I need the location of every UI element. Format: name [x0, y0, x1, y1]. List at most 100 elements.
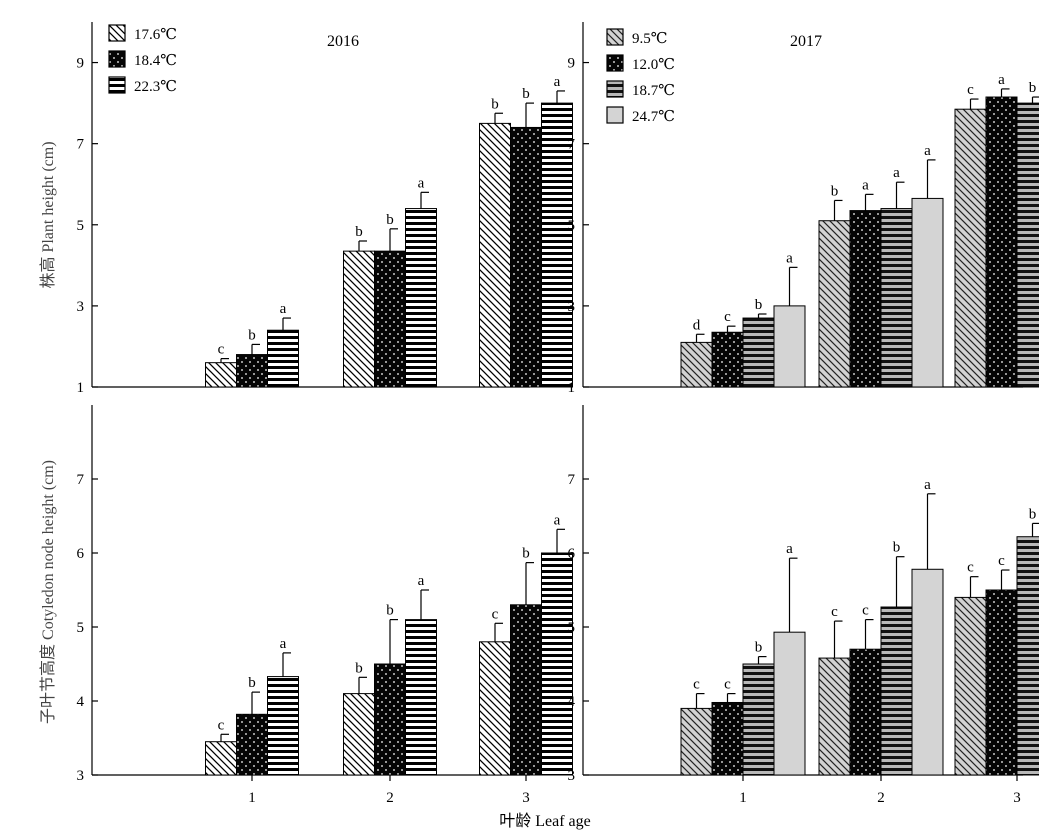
bar: [849, 648, 882, 776]
bar: [510, 126, 542, 388]
bar: [742, 317, 775, 388]
y-tick-label: 5: [77, 218, 85, 234]
significance-letter: b: [755, 640, 763, 656]
y-tick-label: 4: [77, 694, 85, 710]
legend-label: 18.7℃: [632, 83, 675, 99]
y-tick-label: 3: [77, 768, 85, 784]
y-tick-label: 3: [77, 299, 85, 315]
significance-letter: a: [924, 143, 931, 159]
significance-letter: b: [355, 224, 363, 240]
legend-swatch: [108, 24, 126, 42]
significance-letter: a: [280, 301, 287, 317]
bar: [773, 631, 806, 776]
bar: [267, 676, 299, 776]
legend-swatch: [606, 54, 624, 72]
significance-letter: c: [967, 560, 974, 576]
bar: [711, 331, 744, 388]
significance-letter: a: [862, 177, 869, 193]
bar: [773, 305, 806, 388]
bar: [479, 122, 511, 388]
y-tick-label: 7: [77, 472, 85, 488]
significance-letter: b: [893, 540, 901, 556]
panel-2016-cotyledon-height: 3 4 5 6 7 c b a 1 b b a 2 c b a 3: [77, 405, 573, 806]
y-tick-label: 3: [568, 768, 576, 784]
bar: [205, 362, 237, 388]
bar: [818, 657, 851, 776]
significance-letter: b: [755, 297, 763, 313]
bar: [541, 102, 573, 388]
significance-letter: c: [724, 309, 731, 325]
bar: [510, 604, 542, 776]
bar: [680, 341, 713, 388]
bar: [985, 589, 1018, 776]
legend-swatch: [606, 80, 624, 98]
significance-letter: a: [418, 573, 425, 589]
y-tick-label: 5: [568, 620, 576, 636]
significance-letter: c: [693, 677, 700, 693]
bar: [711, 701, 744, 776]
legend-label: 9.5℃: [632, 31, 668, 47]
legend-swatch: [606, 28, 624, 46]
significance-letter: c: [998, 553, 1005, 569]
y-tick-label: 6: [77, 546, 85, 562]
legend-swatch: [108, 50, 126, 68]
x-tick-label: 1: [248, 790, 256, 806]
y-tick-label: 9: [568, 56, 576, 72]
bar: [911, 568, 944, 776]
x-tick-label: 3: [522, 790, 530, 806]
bar: [911, 197, 944, 388]
bar: [236, 713, 268, 776]
bar: [479, 641, 511, 776]
significance-letter: b: [1029, 80, 1037, 96]
bar: [680, 707, 713, 776]
bar: [205, 741, 237, 776]
panel-title: 2016: [327, 33, 359, 50]
legend-swatch: [108, 76, 126, 94]
significance-letter: a: [280, 636, 287, 652]
legend-label: 12.0℃: [632, 57, 675, 73]
y-tick-label: 5: [568, 218, 576, 234]
x-tick-label: 2: [877, 790, 885, 806]
bar: [818, 220, 851, 388]
bar: [880, 606, 913, 776]
bar: [267, 329, 299, 388]
y-tick-label: 1: [77, 380, 85, 396]
significance-letter: c: [967, 82, 974, 98]
bar: [343, 250, 375, 388]
significance-letter: c: [492, 606, 499, 622]
bar: [405, 208, 437, 388]
significance-letter: a: [554, 74, 561, 90]
significance-letter: b: [831, 183, 839, 199]
y-tick-label: 9: [77, 56, 85, 72]
significance-letter: b: [355, 660, 363, 676]
bar: [343, 693, 375, 776]
y-tick-label: 7: [77, 137, 85, 153]
significance-letter: a: [998, 72, 1005, 88]
legend-label: 17.6℃: [134, 27, 177, 43]
bar: [954, 108, 987, 388]
panel-2017-plant-height: 135792017dcbabaaacaba9.5℃12.0℃18.7℃24.7℃: [568, 22, 1039, 396]
significance-letter: c: [831, 604, 838, 620]
bar: [742, 663, 775, 776]
significance-letter: b: [248, 675, 256, 691]
bar: [849, 210, 882, 388]
legend-label: 24.7℃: [632, 109, 675, 125]
significance-letter: a: [418, 175, 425, 191]
x-tick-label: 3: [1013, 790, 1021, 806]
significance-letter: b: [522, 546, 530, 562]
y-axis-label-cotyledon-height: 子叶节高度 Cotyledon node height (cm): [39, 460, 57, 724]
legend-label: 18.4℃: [134, 53, 177, 69]
legend-label: 22.3℃: [134, 79, 177, 95]
bar: [880, 208, 913, 388]
bar: [236, 354, 268, 388]
significance-letter: a: [554, 512, 561, 528]
bar: [374, 250, 406, 388]
significance-letter: b: [522, 86, 530, 102]
x-axis-label-leaf-age: 叶龄 Leaf age: [499, 812, 591, 830]
significance-letter: c: [862, 603, 869, 619]
significance-letter: b: [248, 327, 256, 343]
significance-letter: b: [386, 603, 394, 619]
y-tick-label: 3: [568, 299, 576, 315]
bar: [954, 596, 987, 776]
